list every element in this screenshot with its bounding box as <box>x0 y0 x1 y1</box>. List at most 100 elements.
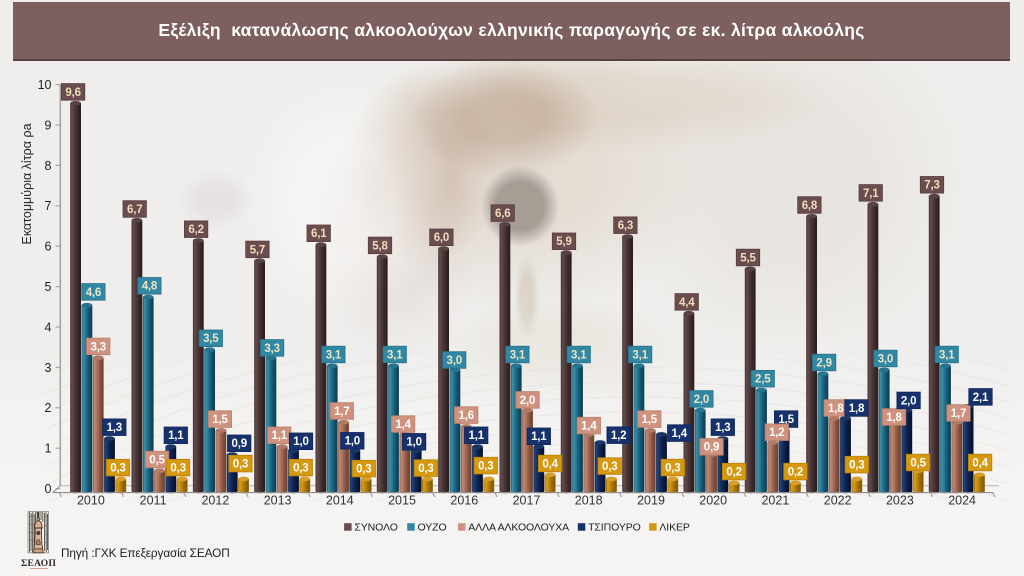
svg-text:2015: 2015 <box>388 494 416 508</box>
svg-text:0,3: 0,3 <box>665 463 680 475</box>
svg-text:1,1: 1,1 <box>531 431 547 443</box>
svg-text:2020: 2020 <box>699 494 727 508</box>
svg-text:6,7: 6,7 <box>127 204 142 216</box>
svg-text:5,5: 5,5 <box>740 252 756 264</box>
svg-text:2013: 2013 <box>264 494 292 508</box>
svg-text:7,3: 7,3 <box>924 180 939 192</box>
svg-text:0,2: 0,2 <box>726 467 741 479</box>
svg-text:2,0: 2,0 <box>694 394 709 406</box>
svg-text:ΛΙΚΕΡ: ΛΙΚΕΡ <box>659 522 690 534</box>
svg-text:2,9: 2,9 <box>816 357 831 369</box>
svg-text:3,1: 3,1 <box>571 349 587 361</box>
svg-text:1: 1 <box>45 442 52 456</box>
svg-text:3,0: 3,0 <box>878 353 893 365</box>
svg-text:1,1: 1,1 <box>469 430 485 442</box>
svg-text:1,2: 1,2 <box>611 430 626 442</box>
svg-text:1,0: 1,0 <box>406 437 421 449</box>
svg-text:3,3: 3,3 <box>91 341 106 353</box>
svg-text:ΣΥΝΟΛΟ: ΣΥΝΟΛΟ <box>354 522 397 534</box>
svg-text:1,4: 1,4 <box>395 419 411 431</box>
svg-text:2012: 2012 <box>201 494 229 508</box>
svg-text:1,7: 1,7 <box>951 408 966 420</box>
svg-text:8: 8 <box>45 159 52 173</box>
svg-text:1,4: 1,4 <box>581 421 597 433</box>
svg-text:ΟΥΖΟ: ΟΥΖΟ <box>418 522 447 534</box>
svg-text:2024: 2024 <box>948 494 976 508</box>
svg-text:7,1: 7,1 <box>863 188 879 200</box>
svg-text:4,6: 4,6 <box>86 287 101 299</box>
svg-text:6,3: 6,3 <box>618 220 633 232</box>
svg-text:0,3: 0,3 <box>170 463 185 475</box>
svg-text:1,8: 1,8 <box>828 403 844 415</box>
svg-text:2014: 2014 <box>326 494 354 508</box>
svg-text:0,9: 0,9 <box>232 438 247 450</box>
svg-text:2023: 2023 <box>886 494 914 508</box>
svg-text:1,5: 1,5 <box>212 414 228 426</box>
svg-text:1,5: 1,5 <box>642 414 658 426</box>
svg-text:0: 0 <box>45 482 52 496</box>
svg-text:3,0: 3,0 <box>447 355 462 367</box>
svg-text:5,7: 5,7 <box>250 244 265 256</box>
svg-text:2017: 2017 <box>513 494 541 508</box>
svg-text:1,3: 1,3 <box>715 422 730 434</box>
svg-text:ΑΛΛΑ ΑΛΚΟΟΛΟΥΧΑ: ΑΛΛΑ ΑΛΚΟΟΛΟΥΧΑ <box>468 522 569 534</box>
svg-text:1,8: 1,8 <box>886 412 902 424</box>
svg-text:0,3: 0,3 <box>418 463 433 475</box>
svg-text:1,4: 1,4 <box>672 428 688 440</box>
svg-text:0,3: 0,3 <box>233 459 248 471</box>
svg-text:0,3: 0,3 <box>602 461 617 473</box>
svg-text:2010: 2010 <box>77 494 105 508</box>
svg-text:2016: 2016 <box>450 494 478 508</box>
svg-text:4: 4 <box>45 320 52 334</box>
svg-text:0,3: 0,3 <box>110 463 125 475</box>
svg-text:0,9: 0,9 <box>704 442 719 454</box>
svg-text:0,4: 0,4 <box>542 458 558 470</box>
svg-text:2018: 2018 <box>575 494 603 508</box>
svg-text:2,0: 2,0 <box>520 395 535 407</box>
svg-text:0,3: 0,3 <box>293 463 308 475</box>
svg-text:0,3: 0,3 <box>478 461 493 473</box>
svg-text:6,6: 6,6 <box>495 208 510 220</box>
svg-text:6,8: 6,8 <box>802 200 818 212</box>
svg-text:1,6: 1,6 <box>459 410 474 422</box>
svg-text:5: 5 <box>45 280 52 294</box>
svg-text:3,1: 3,1 <box>939 349 955 361</box>
svg-text:10: 10 <box>38 78 52 92</box>
svg-text:Εκατομμύρια λίτρα ρa: Εκατομμύρια λίτρα ρa <box>20 123 34 244</box>
svg-text:6,0: 6,0 <box>434 232 449 244</box>
svg-text:1,8: 1,8 <box>849 403 865 415</box>
svg-text:0,3: 0,3 <box>849 460 864 472</box>
svg-text:ΤΣΙΠΟΥΡΟ: ΤΣΙΠΟΥΡΟ <box>588 522 641 534</box>
svg-text:6,2: 6,2 <box>188 224 203 236</box>
svg-text:9,6: 9,6 <box>65 87 80 99</box>
svg-text:4,4: 4,4 <box>679 297 695 309</box>
svg-text:4,8: 4,8 <box>142 281 158 293</box>
svg-text:3: 3 <box>45 361 52 375</box>
svg-text:0,3: 0,3 <box>356 464 371 476</box>
svg-text:2022: 2022 <box>824 494 852 508</box>
svg-text:1,5: 1,5 <box>778 414 794 426</box>
svg-text:5,9: 5,9 <box>556 236 571 248</box>
svg-text:3,1: 3,1 <box>326 349 342 361</box>
svg-text:2,5: 2,5 <box>755 374 771 386</box>
svg-text:1,1: 1,1 <box>272 430 288 442</box>
svg-text:5,8: 5,8 <box>372 240 388 252</box>
svg-text:1,0: 1,0 <box>293 436 308 448</box>
svg-text:3,1: 3,1 <box>387 349 403 361</box>
svg-text:ΣΕΑΟΠ: ΣΕΑΟΠ <box>21 559 56 569</box>
svg-text:1,3: 1,3 <box>107 422 122 434</box>
svg-text:3,5: 3,5 <box>203 333 219 345</box>
svg-text:2011: 2011 <box>140 494 167 508</box>
svg-text:2019: 2019 <box>637 494 665 508</box>
svg-text:9: 9 <box>45 118 52 132</box>
svg-text:2021: 2021 <box>761 494 789 508</box>
svg-text:0,2: 0,2 <box>788 467 803 479</box>
svg-text:3,1: 3,1 <box>632 349 648 361</box>
svg-text:3,1: 3,1 <box>510 349 526 361</box>
svg-text:2: 2 <box>45 401 52 415</box>
svg-text:1,2: 1,2 <box>769 427 784 439</box>
svg-text:1,1: 1,1 <box>168 430 184 442</box>
svg-text:0,4: 0,4 <box>972 457 988 469</box>
svg-text:6: 6 <box>45 240 52 254</box>
svg-text:2,1: 2,1 <box>973 392 989 404</box>
